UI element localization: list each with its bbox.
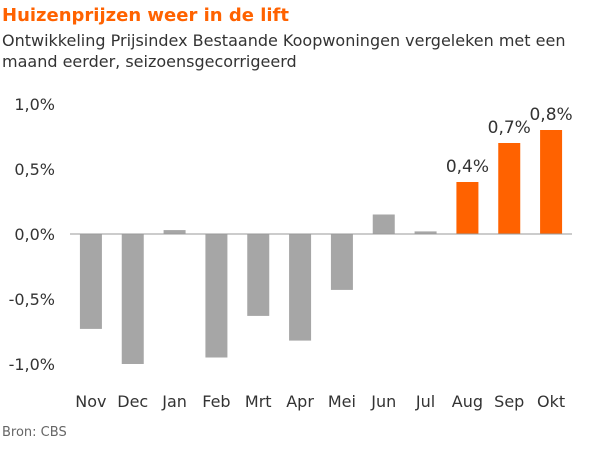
y-tick-label: 0,0% xyxy=(14,225,55,244)
bar-mei xyxy=(330,234,353,290)
bar-mrt xyxy=(247,234,270,316)
x-tick-label: Aug xyxy=(452,392,483,411)
x-tick-label: Sep xyxy=(494,392,524,411)
x-tick-label: Jun xyxy=(370,392,396,411)
bar-sep xyxy=(498,143,521,234)
x-tick-label: Okt xyxy=(537,392,565,411)
y-tick-label: 0,5% xyxy=(14,160,55,179)
x-tick-label: Mei xyxy=(328,392,356,411)
x-tick-label: Feb xyxy=(202,392,230,411)
bar-jan xyxy=(163,230,186,234)
bar-apr xyxy=(289,234,312,341)
x-tick-label: Nov xyxy=(75,392,106,411)
chart-subtitle: Ontwikkeling Prijsindex Bestaande Koopwo… xyxy=(2,31,566,71)
x-tick-label: Dec xyxy=(117,392,148,411)
x-tick-label: Jan xyxy=(161,392,187,411)
chart-title: Huizenprijzen weer in de lift xyxy=(2,5,289,26)
y-tick-label: 1,0% xyxy=(14,95,55,114)
bar-jun xyxy=(372,214,395,234)
data-label: 0,8% xyxy=(529,105,572,125)
bar-nov xyxy=(79,234,102,329)
y-tick-label: -1,0% xyxy=(9,355,55,374)
data-label: 0,4% xyxy=(446,157,489,177)
bar-jul xyxy=(414,231,437,234)
bar-dec xyxy=(121,234,144,364)
bar-aug xyxy=(456,182,479,234)
data-label: 0,7% xyxy=(488,118,531,138)
x-tick-label: Jul xyxy=(415,392,435,411)
bar-okt xyxy=(540,130,563,234)
x-tick-label: Apr xyxy=(286,392,314,411)
y-tick-label: -0,5% xyxy=(9,290,55,309)
bar-feb xyxy=(205,234,228,358)
x-tick-label: Mrt xyxy=(245,392,272,411)
source-note: Bron: CBS xyxy=(2,425,67,440)
